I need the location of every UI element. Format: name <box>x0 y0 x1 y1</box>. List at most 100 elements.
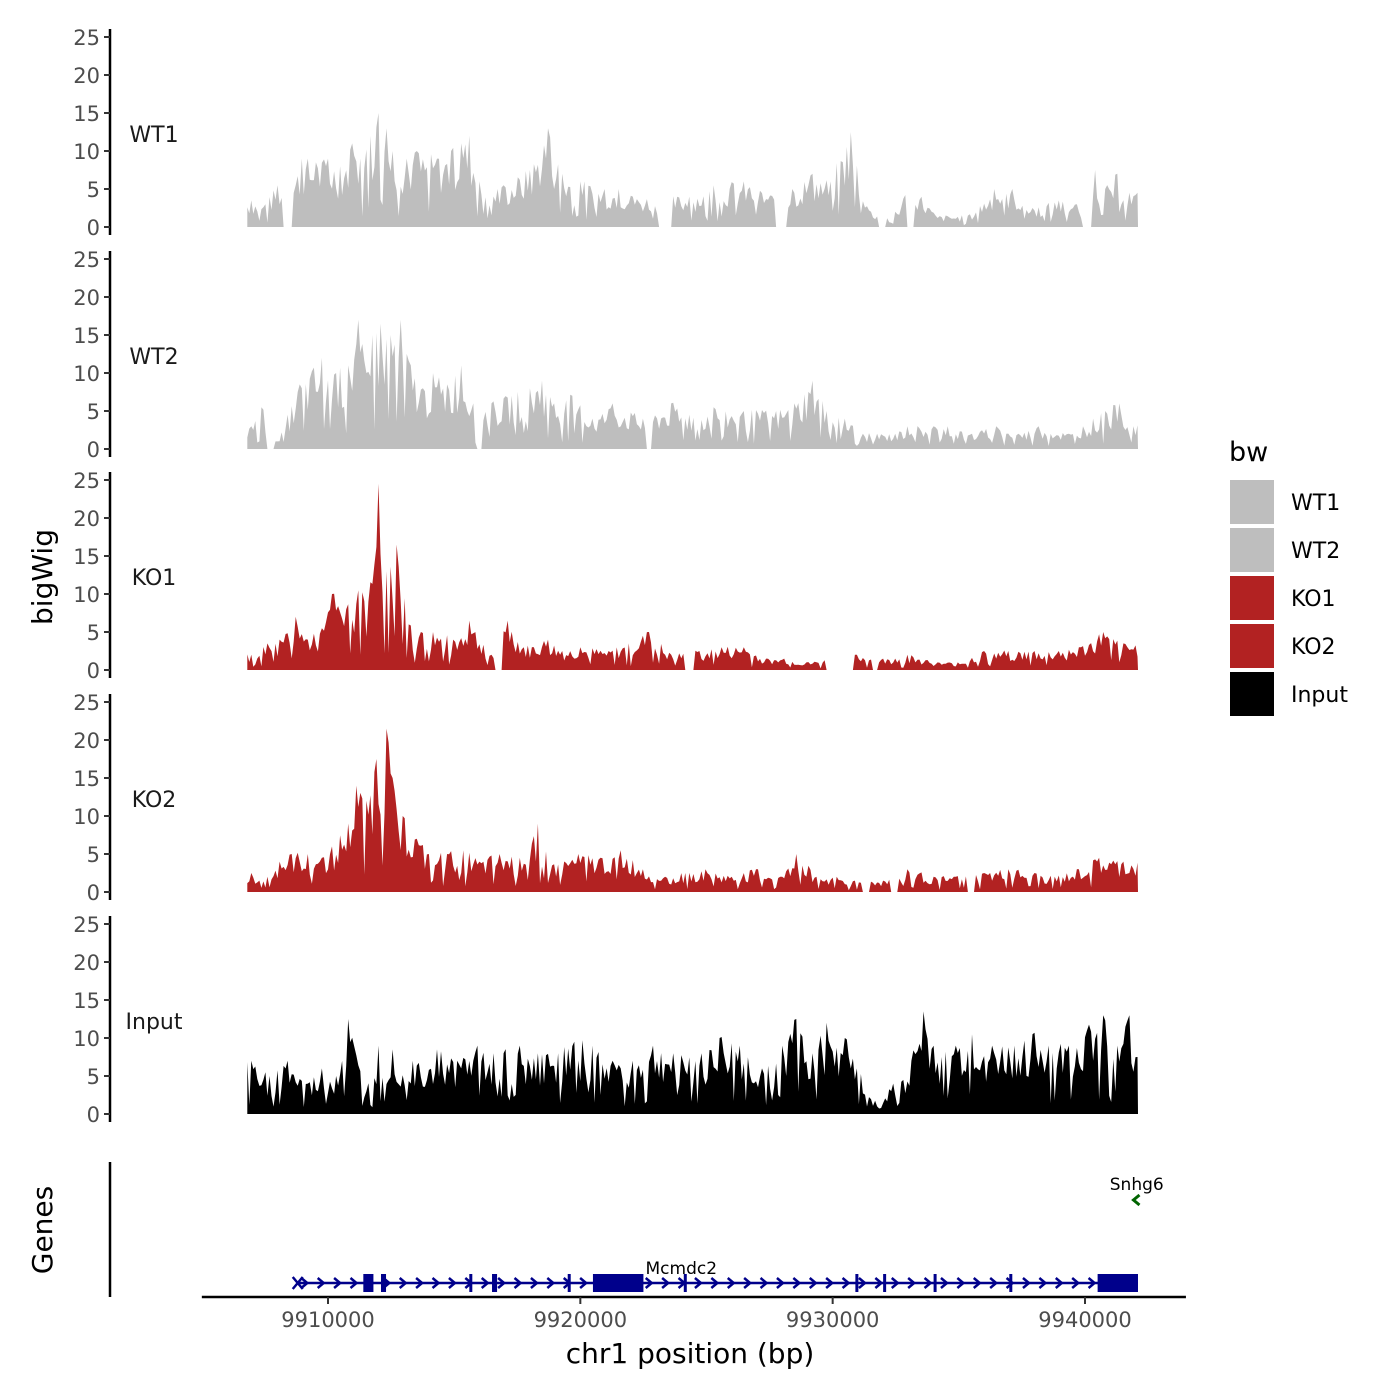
legend-label: Input <box>1291 683 1348 708</box>
y-tick-label: 20 <box>73 64 100 88</box>
legend-title: bw <box>1229 437 1268 468</box>
y-tick-label: 0 <box>87 659 100 683</box>
y-tick-label: 5 <box>87 621 100 645</box>
legend-item-ko2: KO2 <box>1230 624 1336 668</box>
strand-arrow <box>792 1277 802 1289</box>
y-tick-label: 20 <box>73 951 100 975</box>
strand-arrow <box>530 1277 539 1289</box>
exon <box>592 1274 644 1292</box>
legend-swatch <box>1230 624 1274 668</box>
y-tick-label: 25 <box>73 248 100 272</box>
legend-swatch <box>1230 672 1274 716</box>
y-tick-label: 0 <box>87 438 100 462</box>
strand-arrow <box>579 1277 589 1289</box>
legend-item-wt2: WT2 <box>1230 528 1340 572</box>
y-tick-label: 10 <box>73 583 100 607</box>
gene-label: Mcmdc2 <box>646 1259 718 1279</box>
strand-arrow <box>825 1277 835 1289</box>
exon <box>567 1274 571 1292</box>
y-tick-label: 10 <box>73 140 100 164</box>
strand-arrow <box>907 1277 917 1289</box>
strand-arrow <box>431 1277 441 1289</box>
strand-arrow <box>661 1277 671 1289</box>
legend-swatch <box>1230 480 1274 524</box>
strand-arrow <box>989 1277 999 1289</box>
y-tick-label: 25 <box>73 469 100 493</box>
strand-arrow <box>398 1277 408 1289</box>
genes-track: Mcmdc2 Snhg6 <box>108 1162 1164 1297</box>
coverage-area-ko1 <box>247 483 1139 670</box>
strand-arrow <box>808 1277 818 1289</box>
y-tick-label: 25 <box>73 691 100 715</box>
y-tick-label: 5 <box>87 178 100 202</box>
strand-arrow <box>1087 1277 1097 1289</box>
strand-arrow <box>972 1277 982 1289</box>
exon <box>363 1274 374 1292</box>
legend-label: WT1 <box>1291 491 1340 516</box>
strand-arrow <box>1022 1277 1031 1289</box>
y-axis-title: bigWig <box>26 529 59 625</box>
genes-axis-title: Genes <box>26 1186 59 1274</box>
legend-swatch <box>1230 576 1274 620</box>
y-tick-label: 10 <box>73 805 100 829</box>
legend-item-input: Input <box>1230 672 1348 716</box>
legend: bw WT1 WT2 KO1 KO2 Input <box>1229 437 1348 716</box>
track-label: WT1 <box>129 123 178 148</box>
track-label: KO2 <box>132 788 177 813</box>
exon <box>492 1274 498 1292</box>
y-tick-label: 5 <box>87 1065 100 1089</box>
track-wt1: 0 5 10 15 20 25 WT1 <box>73 26 1139 240</box>
x-tick-label: 9940000 <box>1038 1308 1132 1332</box>
strand-arrow <box>710 1277 720 1289</box>
y-tick-label: 10 <box>73 1027 100 1051</box>
y-tick-label: 15 <box>73 767 100 791</box>
exon <box>933 1274 937 1292</box>
strand-arrow <box>1054 1277 1064 1289</box>
strand-arrow <box>841 1277 851 1289</box>
strand-arrow <box>448 1277 457 1289</box>
exon <box>380 1274 387 1292</box>
y-tick-label: 15 <box>73 102 100 126</box>
strand-arrow <box>300 1277 310 1289</box>
strand-arrow <box>776 1277 785 1289</box>
strand-arrow <box>890 1277 900 1289</box>
y-tick-label: 5 <box>87 843 100 867</box>
track-ko2: 0 5 10 15 20 25 KO2 <box>73 691 1139 905</box>
legend-label: KO1 <box>1291 587 1336 612</box>
strand-arrow <box>546 1277 556 1289</box>
exon <box>1009 1274 1013 1292</box>
coverage-area-input <box>247 1011 1139 1114</box>
legend-swatch <box>1230 528 1274 572</box>
strand-arrow <box>1071 1277 1081 1289</box>
legend-item-ko1: KO1 <box>1230 576 1336 620</box>
x-axis-title: chr1 position (bp) <box>566 1337 815 1370</box>
strand-arrow <box>480 1277 490 1289</box>
strand-arrow <box>956 1277 966 1289</box>
y-tick-label: 10 <box>73 362 100 386</box>
y-tick-label: 15 <box>73 324 100 348</box>
y-tick-label: 20 <box>73 729 100 753</box>
strand-arrow <box>923 1277 933 1289</box>
track-label: Input <box>126 1010 183 1035</box>
coverage-area-ko2 <box>247 728 1139 892</box>
track-label: WT2 <box>129 345 178 370</box>
gene-label: Snhg6 <box>1110 1175 1164 1195</box>
exon <box>855 1274 859 1292</box>
legend-label: WT2 <box>1291 539 1340 564</box>
y-tick-label: 25 <box>73 913 100 937</box>
track-label: KO1 <box>132 566 177 591</box>
track-wt2: 0 5 10 15 20 25 WT2 <box>73 248 1139 462</box>
track-input: 0 5 10 15 20 25 Input <box>73 913 1139 1127</box>
exon <box>683 1274 687 1292</box>
y-tick-label: 0 <box>87 216 100 240</box>
x-axis: 9910000 9920000 9930000 9940000 <box>201 1295 1186 1332</box>
y-tick-label: 15 <box>73 545 100 569</box>
strand-arrow <box>743 1277 753 1289</box>
strand-arrow <box>415 1277 425 1289</box>
y-tick-label: 20 <box>73 507 100 531</box>
x-tick-label: 9920000 <box>534 1308 628 1332</box>
exon <box>469 1274 473 1292</box>
strand-arrow <box>1005 1277 1015 1289</box>
gene-mcmdc2: Mcmdc2 <box>291 1259 1138 1292</box>
